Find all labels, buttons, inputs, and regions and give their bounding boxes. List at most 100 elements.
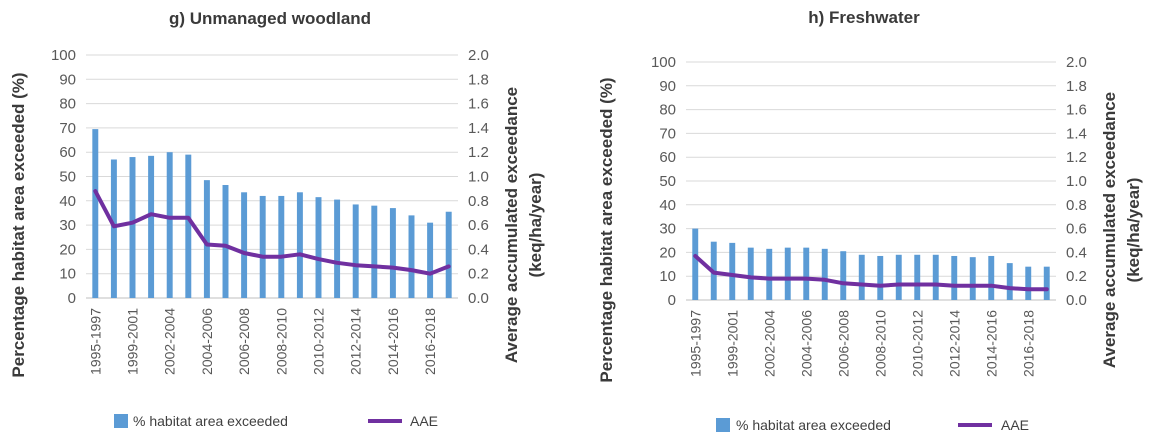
bar bbox=[166, 152, 173, 298]
bar bbox=[951, 255, 958, 300]
y2-tick-label: 1.4 bbox=[1066, 125, 1087, 142]
bar bbox=[389, 208, 396, 298]
x-tick-label: 2006-2008 bbox=[835, 310, 851, 377]
x-tick-label: 2012-2014 bbox=[946, 310, 962, 377]
y2-tick-label: 0.0 bbox=[468, 290, 489, 307]
y2-tick-label: 0.2 bbox=[468, 266, 489, 283]
y-tick-label: 80 bbox=[59, 96, 76, 113]
bar bbox=[692, 228, 699, 300]
x-tick-label: 2012-2014 bbox=[348, 308, 364, 375]
x-tick-label: 2016-2018 bbox=[422, 308, 438, 375]
y-tick-label: 100 bbox=[651, 54, 676, 71]
y-tick-label: 100 bbox=[51, 47, 76, 64]
bar bbox=[747, 247, 754, 300]
bar bbox=[408, 215, 415, 298]
aae-line bbox=[93, 189, 451, 276]
y2-axis-title: Average accumulated exceedance bbox=[1100, 92, 1119, 368]
bar bbox=[352, 204, 359, 298]
bar bbox=[92, 129, 99, 298]
y2-axis-title-unit: (keq/ha/year) bbox=[1124, 178, 1143, 283]
y-tick-label: 30 bbox=[59, 217, 76, 234]
y2-tick-label: 0.0 bbox=[1066, 292, 1087, 309]
x-tick-label: 2008-2010 bbox=[872, 310, 888, 377]
x-tick-label: 2014-2016 bbox=[385, 308, 401, 375]
y2-tick-label: 0.8 bbox=[468, 193, 489, 210]
x-tick-label: 2014-2016 bbox=[983, 310, 999, 377]
y-tick-label: 60 bbox=[59, 144, 76, 161]
y2-tick-label: 1.0 bbox=[1066, 173, 1087, 190]
y2-tick-label: 2.0 bbox=[1066, 54, 1087, 71]
bar bbox=[784, 247, 791, 300]
x-tick-label: 2004-2006 bbox=[798, 310, 814, 377]
y-tick-label: 90 bbox=[59, 71, 76, 88]
bar bbox=[315, 197, 322, 298]
legend-swatch-bars bbox=[114, 414, 128, 428]
bar bbox=[445, 211, 452, 298]
legend-label-bars: % habitat area exceeded bbox=[133, 413, 288, 429]
bar bbox=[1025, 266, 1032, 300]
y2-tick-label: 1.0 bbox=[468, 169, 489, 186]
y2-tick-label: 1.2 bbox=[1066, 149, 1087, 166]
x-tick-label: 2010-2012 bbox=[909, 310, 925, 377]
x-tick-label: 2002-2004 bbox=[162, 308, 178, 375]
y-tick-label: 20 bbox=[59, 241, 76, 258]
legend-label-line: AAE bbox=[410, 413, 438, 429]
bar bbox=[988, 255, 995, 300]
bar bbox=[203, 180, 210, 298]
y-axis-title: Percentage habitat area exceeded (%) bbox=[597, 77, 616, 382]
legend-swatch-bars bbox=[716, 418, 730, 432]
x-tick-label: 2010-2012 bbox=[311, 308, 327, 375]
bar bbox=[334, 199, 341, 298]
x-tick-label: 1995-1997 bbox=[687, 310, 703, 377]
y-tick-label: 90 bbox=[659, 78, 676, 95]
x-tick-label: 2008-2010 bbox=[273, 308, 289, 375]
y2-tick-label: 1.8 bbox=[468, 71, 489, 88]
bar bbox=[296, 192, 303, 298]
bar bbox=[932, 254, 939, 300]
y2-tick-label: 0.4 bbox=[468, 241, 489, 258]
y2-tick-label: 0.2 bbox=[1066, 268, 1087, 285]
y-tick-label: 10 bbox=[659, 268, 676, 285]
bar bbox=[371, 205, 378, 298]
chart-title: h) Freshwater bbox=[808, 8, 920, 27]
y2-axis-title: Average accumulated exceedance bbox=[502, 87, 521, 363]
bar bbox=[1006, 263, 1013, 300]
chart-panel-freshwater: h) Freshwater 0 10 20 30 40 50 60 70 80 90 100 0.0 0.… bbox=[588, 0, 1158, 438]
bar bbox=[969, 257, 976, 300]
y2-axis-title-unit: (keq/ha/year) bbox=[526, 173, 545, 278]
bar bbox=[185, 154, 192, 298]
y-tick-label: 50 bbox=[659, 173, 676, 190]
x-tick-label: 2016-2018 bbox=[1020, 310, 1036, 377]
bar bbox=[858, 254, 865, 300]
y-tick-label: 70 bbox=[659, 125, 676, 142]
x-tick-label: 2002-2004 bbox=[761, 310, 777, 377]
bar bbox=[427, 222, 434, 298]
y2-tick-label: 0.6 bbox=[468, 217, 489, 234]
bar bbox=[129, 157, 136, 298]
y-tick-label: 40 bbox=[659, 197, 676, 214]
bar bbox=[222, 185, 229, 298]
legend-label-bars: % habitat area exceeded bbox=[736, 417, 891, 433]
bar bbox=[914, 254, 921, 300]
y2-tick-label: 1.6 bbox=[1066, 102, 1087, 119]
chart-unmanaged-woodland: g) Unmanaged woodland 0 10 20 30 40 50 60 70 80 90… bbox=[9, 9, 545, 429]
bar bbox=[110, 159, 117, 298]
y2-tick-label: 1.2 bbox=[468, 144, 489, 161]
bar bbox=[241, 192, 248, 298]
y2-tick-label: 1.8 bbox=[1066, 78, 1087, 95]
x-tick-label: 1999-2001 bbox=[125, 308, 141, 375]
y-axis-title: Percentage habitat area exceeded (%) bbox=[9, 72, 28, 377]
y2-tick-label: 0.8 bbox=[1066, 197, 1087, 214]
chart-freshwater: h) Freshwater 0 10 20 30 40 50 60 70 80 90 100 0.0 0.… bbox=[597, 8, 1143, 433]
bar bbox=[840, 251, 847, 300]
y-tick-label: 20 bbox=[659, 244, 676, 261]
y-tick-label: 70 bbox=[59, 120, 76, 137]
y-tick-label: 30 bbox=[659, 221, 676, 238]
bar bbox=[821, 248, 828, 300]
y2-tick-label: 0.6 bbox=[1066, 221, 1087, 238]
bar bbox=[895, 254, 902, 300]
y2-tick-label: 1.6 bbox=[468, 96, 489, 113]
x-tick-label: 1995-1997 bbox=[87, 308, 103, 375]
y-tick-label: 80 bbox=[659, 102, 676, 119]
bar bbox=[259, 195, 266, 298]
